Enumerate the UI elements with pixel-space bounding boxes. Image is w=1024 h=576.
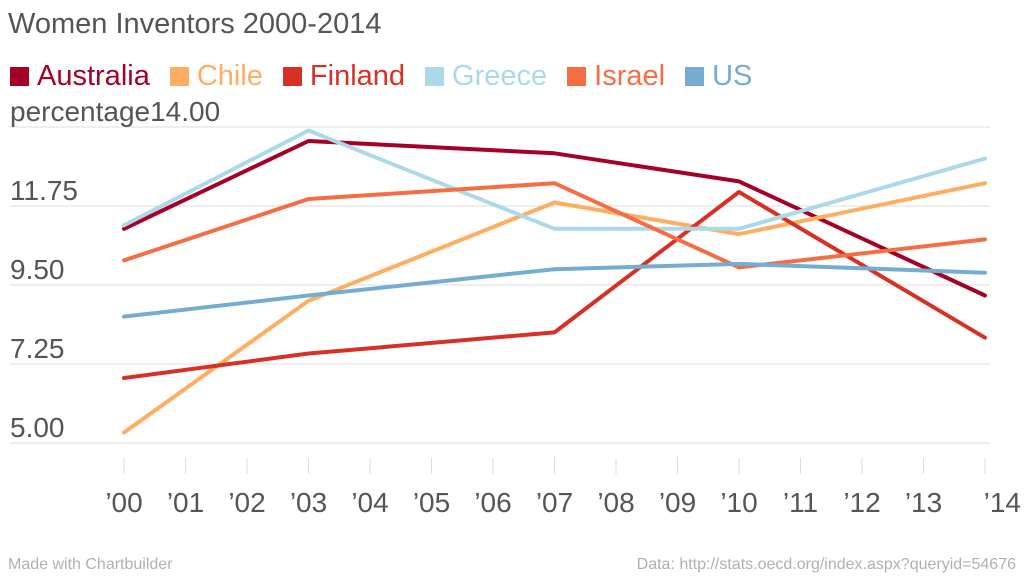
legend: Australia Chile Finland Greece Israel US [10, 60, 752, 93]
legend-item-finland: Finland [282, 60, 406, 93]
x-tick-label: ’13 [905, 487, 942, 518]
x-tick-label: ’11 [783, 487, 818, 518]
footer-credit: Made with Chartbuilder [8, 556, 173, 573]
legend-item-israel: Israel [567, 60, 665, 93]
x-tick-label: ’04 [351, 487, 388, 518]
series-line-chile [122, 181, 987, 435]
series-line-finland [122, 190, 987, 380]
y-tick-label: 5.00 [10, 412, 65, 443]
legend-swatch [169, 67, 189, 86]
x-tick-label: ’07 [536, 487, 573, 518]
legend-item-us: US [685, 60, 752, 93]
series-line-australia [122, 139, 987, 298]
x-tick-label: ’01 [167, 487, 204, 518]
x-tick-label: ’00 [105, 487, 142, 518]
x-tick-label: ’14 [984, 487, 1021, 518]
x-tick-label: ’09 [659, 487, 696, 518]
chart-title: Women Inventors 2000-2014 [8, 8, 382, 40]
legend-item-greece: Greece [425, 60, 547, 93]
x-tick-label: ’06 [474, 487, 511, 518]
series-line-us [122, 261, 987, 319]
legend-swatch [425, 67, 445, 86]
legend-swatch [10, 67, 29, 86]
x-tick-label: ’03 [290, 487, 327, 518]
legend-label: Israel [594, 60, 666, 92]
x-tick-label: ’02 [228, 487, 265, 518]
x-tick-label: ’08 [597, 487, 634, 518]
footer-source: Data: http://stats.oecd.org/index.aspx?q… [636, 556, 1016, 573]
legend-label: Chile [196, 60, 263, 92]
x-tick-label: ’05 [413, 487, 450, 518]
x-tick-label: ’10 [720, 487, 757, 518]
legend-label: Finland [309, 60, 406, 92]
legend-item-australia: Australia [10, 60, 150, 93]
series-line-greece [122, 128, 987, 231]
legend-label: Australia [37, 60, 150, 92]
x-tick-label: ’12 [843, 487, 880, 518]
legend-label: Greece [452, 60, 548, 92]
legend-swatch [685, 67, 705, 86]
series-line-israel [122, 181, 987, 270]
y-tick-label: percentage14.00 [10, 96, 220, 127]
legend-label: US [712, 60, 753, 92]
legend-swatch [567, 67, 587, 86]
y-tick-label: 9.50 [10, 254, 65, 285]
y-tick-label: 11.75 [10, 175, 78, 206]
y-axis-label: percentage [10, 96, 150, 127]
y-tick-label: 7.25 [10, 333, 65, 364]
legend-item-chile: Chile [169, 60, 263, 93]
legend-swatch [282, 67, 302, 86]
